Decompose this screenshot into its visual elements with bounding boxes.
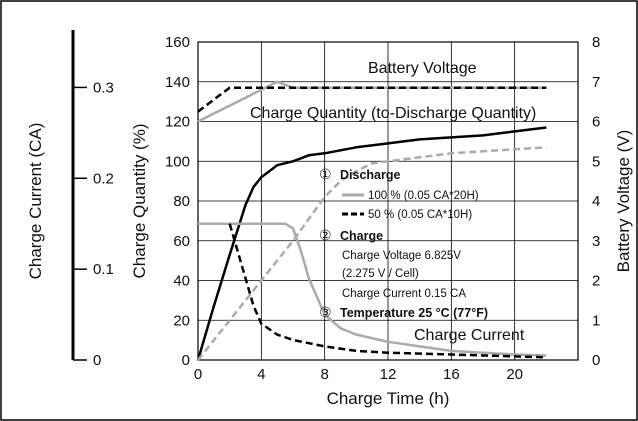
quantity-tick-label: 0 <box>182 352 190 369</box>
quantity-tick-label: 20 <box>173 312 190 329</box>
legend: ① Discharge 100 % (0.05 CA*20H) 50 % (0.… <box>319 166 488 320</box>
legend-item-100: 100 % (0.05 CA*20H) <box>368 190 479 202</box>
legend-charge-voltage: Charge Voltage 6.825V <box>342 250 461 262</box>
legend-number-2: ② <box>319 227 332 243</box>
x-tick-label: 20 <box>506 366 523 383</box>
voltage-tick-label: 7 <box>592 74 600 91</box>
series-voltage-50-line <box>197 86 547 113</box>
legend-discharge-title: Discharge <box>340 168 400 182</box>
series-current-50-line <box>228 223 547 359</box>
series-quantity-100-line <box>196 126 547 361</box>
voltage-tick-label: 6 <box>592 114 600 131</box>
voltage-tick-label: 8 <box>592 34 600 51</box>
x-tick-label: 8 <box>320 366 328 383</box>
voltage-tick-label: 4 <box>592 193 600 210</box>
quantity-tick-label: 40 <box>173 273 190 290</box>
legend-number-1: ① <box>319 166 332 182</box>
voltage-tick-label: 0 <box>592 352 600 369</box>
annotation-charge-current: Charge Current <box>414 327 525 344</box>
grid <box>197 41 579 361</box>
voltage-tick-label: 2 <box>592 273 600 290</box>
quantity-tick-label: 120 <box>165 114 190 131</box>
x-tick-label: 4 <box>257 366 265 383</box>
series-current-100-line <box>198 222 547 357</box>
legend-charge-current: Charge Current 0.15 CA <box>342 288 466 300</box>
legend-charge-title: Charge <box>340 229 383 243</box>
annotation-charge-quantity: Charge Quantity (to-Discharge Quantity) <box>250 105 536 122</box>
current-axis-label: Charge Current (CA) <box>26 123 45 280</box>
voltage-tick-label: 5 <box>592 153 600 170</box>
legend-charge-per-cell: (2.275 V / Cell) <box>342 268 419 280</box>
series-quantity-50-line <box>197 146 547 361</box>
quantity-axis-label: Charge Quantity (%) <box>130 124 149 279</box>
current-tick-label: 0.3 <box>93 79 114 96</box>
voltage-tick-label: 1 <box>592 312 600 329</box>
x-axis-label: Charge Time (h) <box>327 389 450 408</box>
legend-temperature: Temperature 25 °C (77°F) <box>340 306 488 320</box>
legend-item-50: 50 % (0.05 CA*10H) <box>368 209 472 221</box>
quantity-tick-label: 80 <box>173 193 190 210</box>
x-tick-label: 12 <box>380 366 397 383</box>
x-tick-label: 0 <box>194 366 202 383</box>
voltage-axis-label: Battery Voltage (V) <box>614 130 633 273</box>
current-tick-label: 0.1 <box>93 261 114 278</box>
quantity-tick-label: 100 <box>165 153 190 170</box>
series-lines <box>196 80 547 361</box>
quantity-tick-label: 60 <box>173 233 190 250</box>
current-tick-label: 0 <box>93 352 101 369</box>
legend-number-3: ③ <box>319 304 332 320</box>
voltage-tick-label: 3 <box>592 233 600 250</box>
annotation-battery-voltage: Battery Voltage <box>368 60 477 77</box>
current-tick-label: 0.2 <box>93 170 114 187</box>
quantity-tick-label: 140 <box>165 74 190 91</box>
x-tick-label: 16 <box>443 366 460 383</box>
quantity-tick-label: 160 <box>165 34 190 51</box>
